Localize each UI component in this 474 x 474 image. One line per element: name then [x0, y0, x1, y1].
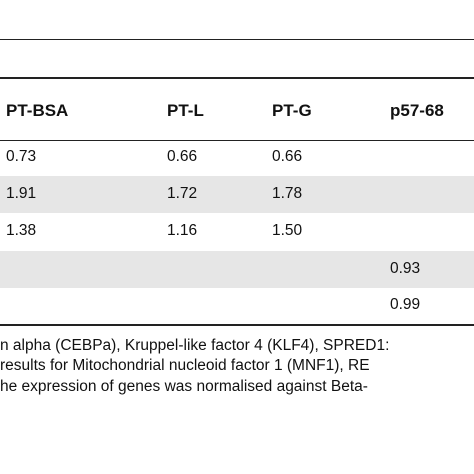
footnote-line: results for Mitochondrial nucleoid facto…: [0, 357, 370, 374]
table-cell: 1.38: [6, 222, 37, 239]
column-header-pt-bsa: PT-BSA: [6, 101, 69, 120]
top-rule: [0, 39, 474, 40]
table-cell: 1.72: [167, 185, 198, 202]
row-shading: [0, 251, 474, 288]
table-cell: 0.93: [390, 260, 421, 277]
footnote-line: he expression of genes was normalised ag…: [0, 378, 368, 395]
column-header-p57-68: p57-68: [390, 101, 444, 120]
header-top-rule: [0, 77, 474, 79]
header-bottom-rule: [0, 140, 474, 141]
column-header-pt-l: PT-L: [167, 101, 204, 120]
table-cell: 0.99: [390, 296, 421, 313]
row-shading: [0, 176, 474, 213]
table-cell: 0.73: [6, 148, 37, 165]
table-cell: 0.66: [272, 148, 303, 165]
table-cell: 0.66: [167, 148, 198, 165]
table-cell: 1.91: [6, 185, 37, 202]
table-bottom-rule: [0, 324, 474, 326]
table-cell: 1.78: [272, 185, 303, 202]
column-header-pt-g: PT-G: [272, 101, 312, 120]
table-cell: 1.16: [167, 222, 198, 239]
footnote-line: n alpha (CEBPa), Kruppel-like factor 4 (…: [0, 337, 390, 354]
table-cell: 1.50: [272, 222, 303, 239]
